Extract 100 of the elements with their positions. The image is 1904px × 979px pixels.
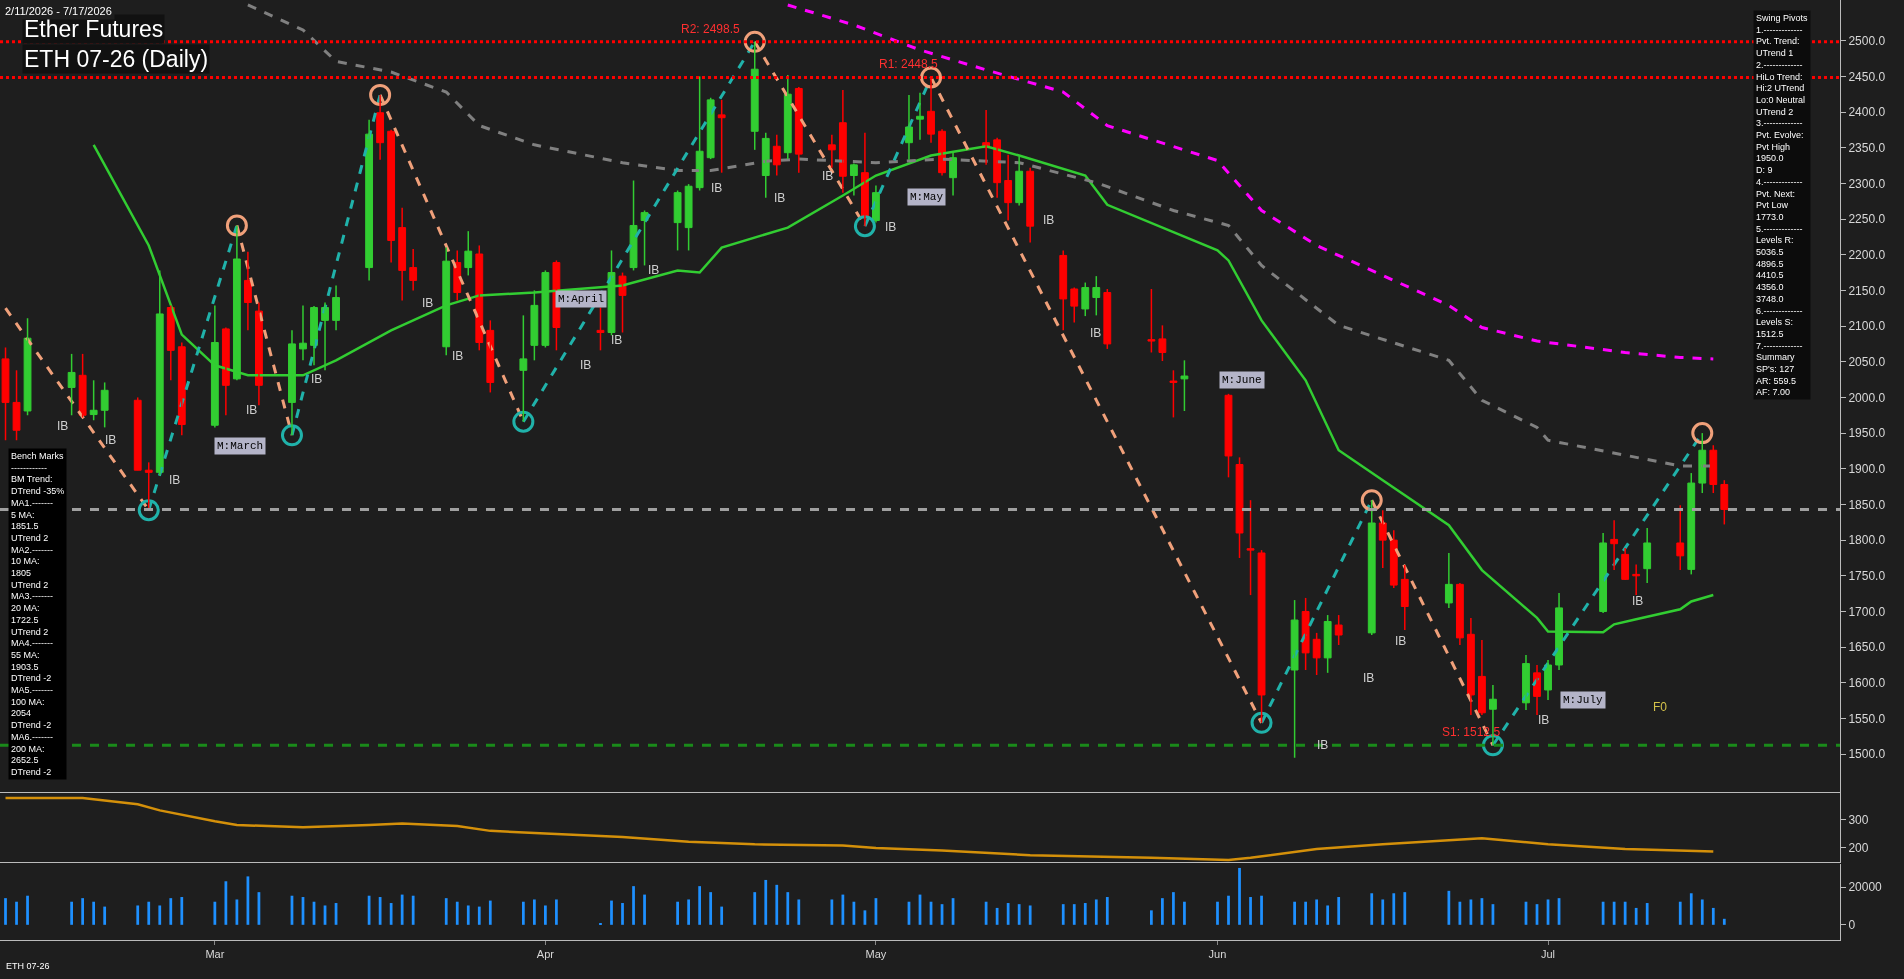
y-tick-label: 1550.0 [1848,711,1886,726]
bar [775,884,779,925]
annotation: M:July [1563,694,1604,706]
annotation: IB [1043,213,1055,227]
candlestick [607,249,616,337]
point [280,424,303,447]
y-tick-label: 1650.0 [1848,640,1886,655]
candlestick [1103,288,1112,350]
annotation: IB [422,296,434,310]
bar [389,903,393,925]
bar [169,898,173,925]
bar [1006,903,1010,925]
bar [81,898,85,925]
bar [15,901,18,925]
y-tick-label: 1500.0 [1848,747,1886,762]
point [853,215,876,238]
annotation: R1: 2448.5 [879,57,939,71]
annotation: IB [822,169,834,183]
y-tick-label: 1850.0 [1848,497,1886,512]
bar [400,894,404,925]
candlestick [12,369,21,441]
annotation: IB [1363,671,1375,685]
bar [158,905,162,925]
annotation: IB [311,372,323,386]
annotation: M:March [217,440,264,452]
bar [797,899,801,925]
bar [643,894,646,925]
y-tick-label: 1600.0 [1848,676,1886,691]
point [1250,711,1273,734]
bar [1172,892,1175,925]
bar [1249,897,1252,925]
candlestick [1312,632,1321,676]
bar [136,905,140,925]
bar [1105,897,1109,925]
bar [455,901,459,925]
annotation: IB [648,263,660,277]
bar [26,895,29,925]
bar [687,899,690,925]
candlestick [100,381,109,429]
bar [1161,898,1164,925]
candlestick [673,189,682,252]
candlestick [618,271,627,334]
bar [621,903,624,925]
bar [1381,899,1385,925]
candlestick [1,346,10,441]
bar [92,901,96,925]
bar [1304,901,1308,925]
bar [1645,903,1649,925]
annotation: 2/11/2026 - 7/17/2026 [5,5,112,17]
bar [1392,893,1396,925]
bar [1403,892,1407,925]
bar [786,892,790,925]
y-tick-label: 1900.0 [1848,461,1886,476]
bar [1447,890,1451,925]
bar [488,900,492,925]
text: Bench Marks ------------ BM Trend: DTrend -35% MA1.------- 5 MA: 1851.5 UTrend 2 MA2.------- 10 MA: 1805 UTrend 2 MA3.------- 20 MA: 1722.5 UTrend 2 MA4.------- 55 MA: 1903.5 DTrend -2 MA5.------- 100 MA: 2054 DTrend -2 MA6.------- 200 MA: 2652.5 DTrend -2 [11,451,65,777]
bar [521,901,525,925]
bar [1623,901,1627,925]
annotation: IB [169,473,181,487]
bar [213,901,217,925]
annotation: IB [1395,634,1407,648]
bar [1227,895,1230,925]
annotation: IB [774,191,786,205]
annotation: R2: 2498.5 [681,22,741,36]
candlestick [1070,286,1079,324]
bar [544,905,547,925]
bar [1612,901,1616,925]
bar [1689,893,1693,925]
candlestick [629,179,638,272]
annotation: IB [611,333,623,347]
bar [995,907,999,925]
candlestick [1257,549,1266,724]
bar [1293,901,1296,925]
bar [676,901,679,925]
candlestick [530,289,539,362]
y-tick-label: 2200.0 [1848,247,1886,262]
y-tick-label: 2500.0 [1848,33,1886,48]
bar [1083,903,1087,925]
bar [477,906,481,925]
text: ETH 07-26 [6,961,50,971]
bar [147,901,151,925]
bar [632,886,635,925]
bar [1711,907,1715,925]
candlestick [133,396,142,471]
y-tick-label: 2400.0 [1848,105,1886,120]
annotation: M:April [558,293,605,305]
point [225,214,248,237]
bar [764,879,768,925]
annotation: IB [1632,594,1644,608]
y-tick-label: 1700.0 [1848,604,1886,619]
y-tick-label: 2450.0 [1848,69,1886,84]
point [369,83,392,106]
bar [1370,893,1374,925]
candlestick [1158,324,1167,362]
bar [1150,910,1153,925]
text: ETH 07-26 (Daily) [24,46,209,72]
bar [378,897,382,925]
bar [830,899,834,925]
candlestick [1367,499,1376,636]
bar [1326,905,1330,925]
